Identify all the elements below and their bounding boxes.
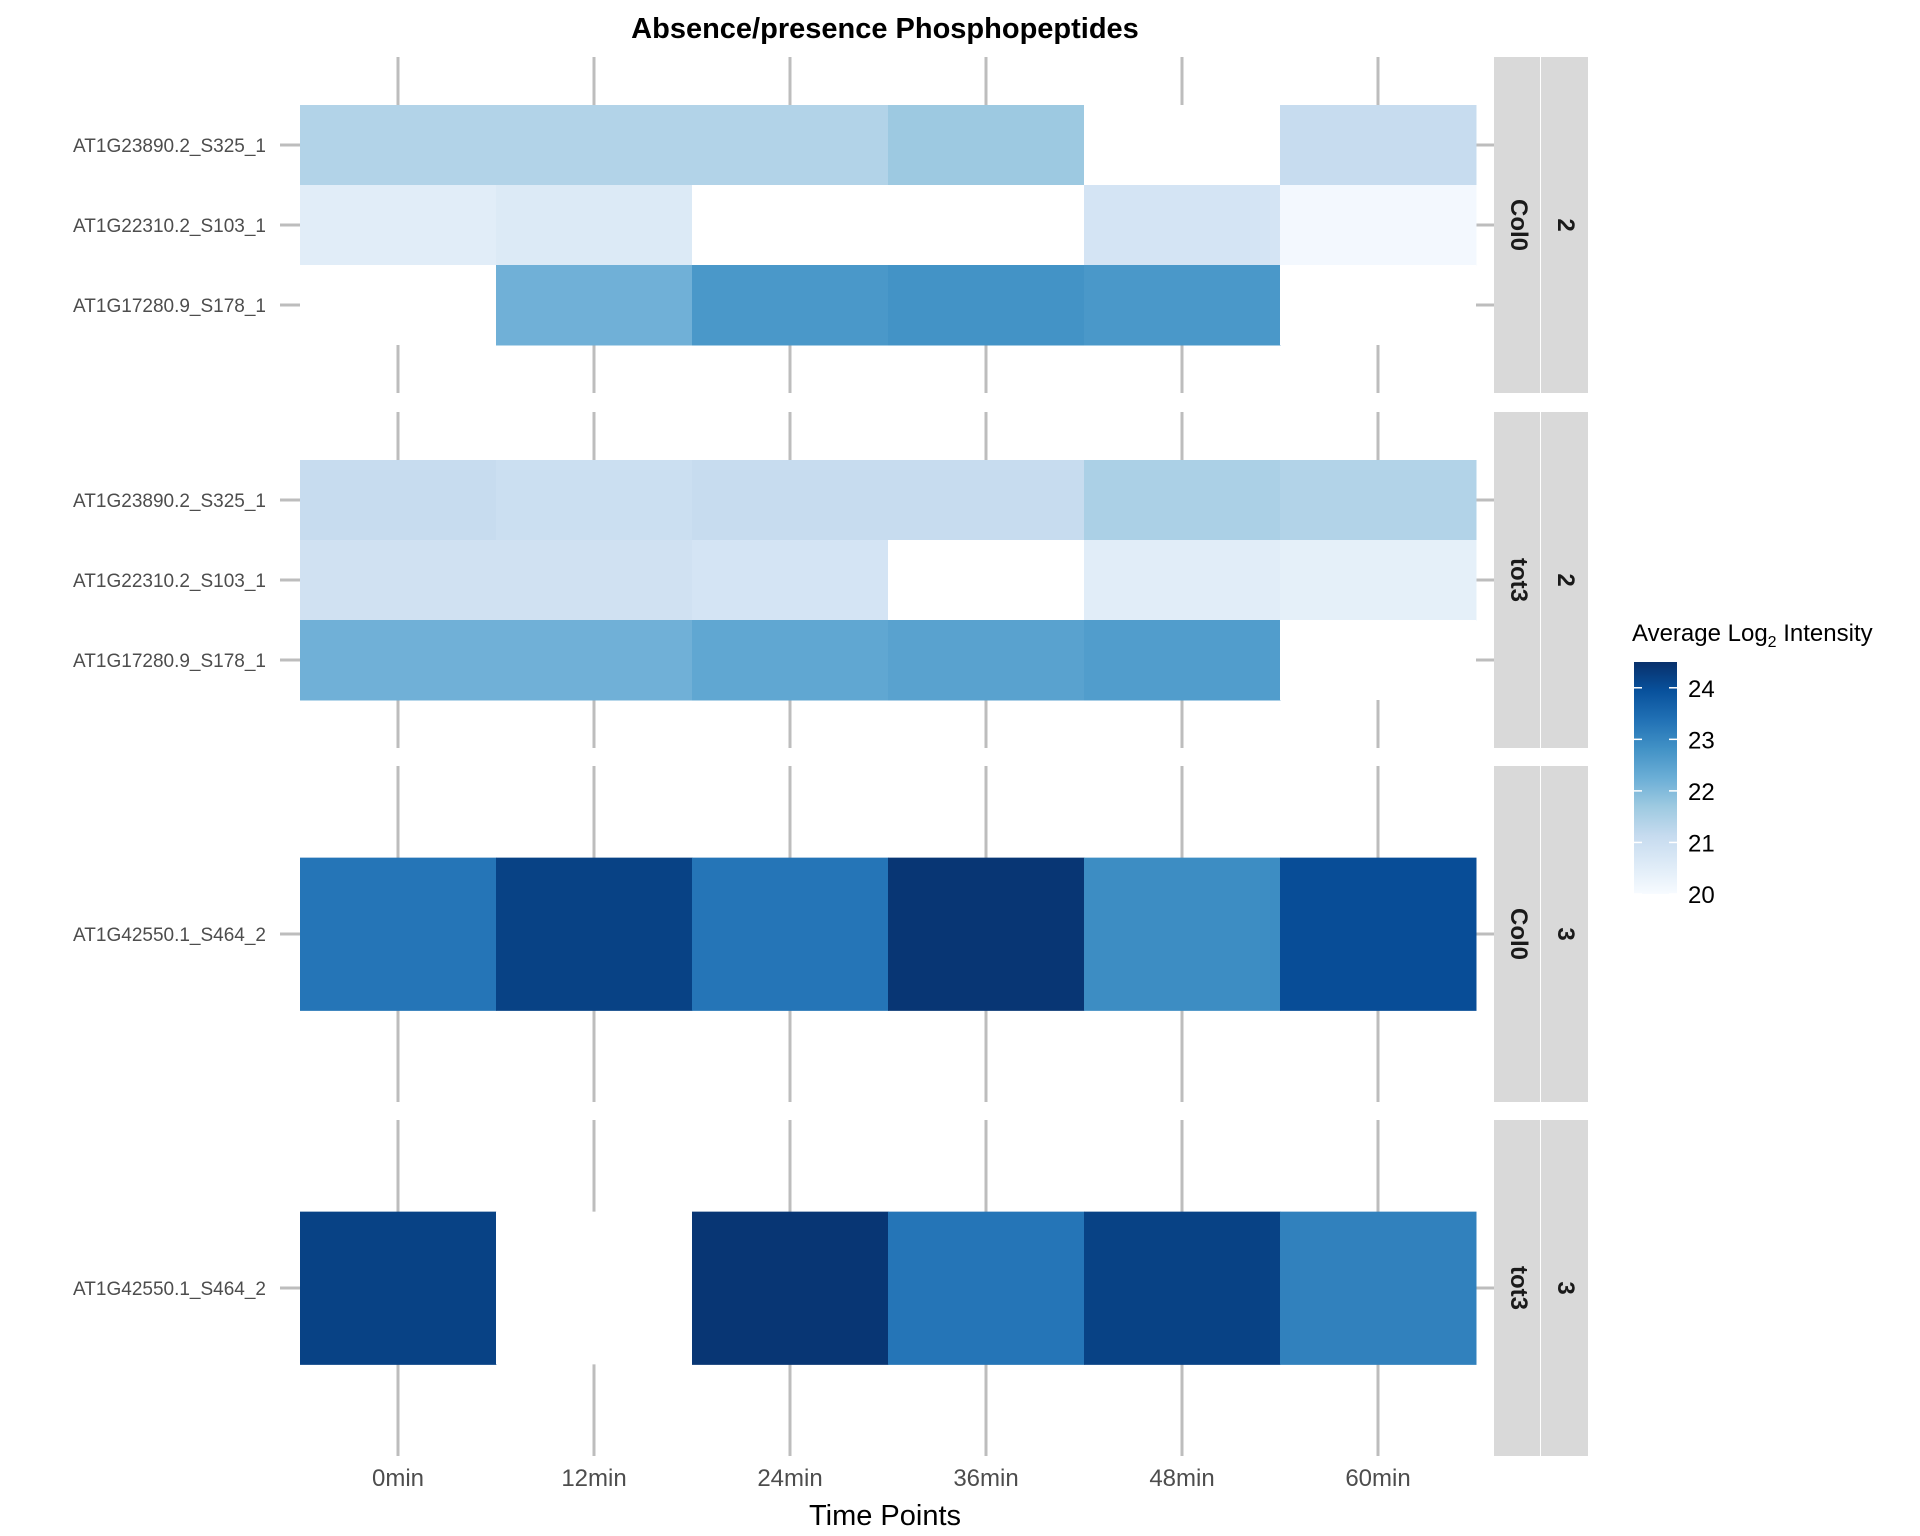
heatmap-cell [692,540,889,621]
heatmap-cell [300,857,497,1011]
legend-tick-label: 23 [1688,727,1715,754]
y-tick-label: AT1G42550.1_S464_2 [73,1279,266,1300]
facet-strip-genotype [1494,412,1540,748]
heatmap-cell [1280,857,1477,1011]
y-tick-label: AT1G17280.9_S178_1 [73,296,266,317]
heatmap-cell [496,265,693,346]
x-tick-label: 12min [561,1465,626,1492]
heatmap-cell [1084,460,1281,541]
heatmap-cell-missing [1084,105,1280,185]
heatmap-cell [888,460,1085,541]
legend-tick-label: 21 [1688,830,1715,857]
facet-strip-cluster-label: 3 [1552,1281,1579,1294]
heatmap-cell [1280,460,1477,541]
y-tick-label: AT1G22310.2_S103_1 [73,571,266,592]
y-tick-label: AT1G23890.2_S325_1 [73,491,266,512]
facet-strip-genotype-label: tot3 [1505,558,1532,602]
legend-colorbar: 24 23 22 21 20 [1634,662,1715,909]
heatmap-cell [692,1211,889,1365]
chart-title: Absence/presence Phosphopeptides [631,13,1139,45]
heatmap-cell [1084,265,1281,346]
y-tick-label: AT1G17280.9_S178_1 [73,651,266,672]
heatmap-cell [1084,540,1281,621]
heatmap-cell [888,1211,1085,1365]
heatmap-cell [692,620,889,701]
facet-strip-cluster [1541,1120,1588,1456]
facet-panel: AT1G23890.2_S325_1 AT1G22310.2_S103_1 AT1G… [73,57,1588,393]
heatmap-cell-missing [888,185,1084,265]
x-axis: 0min 12min 24min 36min 48min 60min [372,1465,1411,1492]
heatmap-cell [1280,105,1477,186]
facet-panel: AT1G42550.1_S464_2 tot3 3 [73,1120,1588,1456]
facet-strip-cluster [1541,412,1588,748]
heatmap-cell [888,620,1085,701]
facet-strip-cluster-label: 2 [1552,218,1579,231]
heatmap-cell-missing [300,265,496,345]
legend-tick-label: 24 [1688,676,1715,703]
legend-tick-label: 22 [1688,779,1715,806]
heatmap-cell [692,105,889,186]
heatmap-cell-missing [1280,265,1476,345]
facet-strip-genotype-label: Col0 [1505,908,1532,960]
heatmap-cell [496,857,693,1011]
heatmap-cell [496,460,693,541]
heatmap-cell [888,857,1085,1011]
heatmap-cell [1280,540,1477,621]
heatmap-cell-missing [692,185,888,265]
facet-strip-cluster [1541,57,1588,393]
color-legend: Average Log2 Intensity 24 23 22 21 20 [1632,620,1873,909]
facet-strip-genotype [1494,1120,1540,1456]
y-tick-label: AT1G23890.2_S325_1 [73,136,266,157]
heatmap-cell [300,620,497,701]
facet-strip-genotype [1494,766,1540,1102]
legend-title-suffix: Intensity [1777,620,1873,647]
heatmap-cell [692,265,889,346]
facet-panel: AT1G23890.2_S325_1 AT1G22310.2_S103_1 AT1G… [73,412,1588,748]
facet-strip-cluster-label: 3 [1552,927,1579,940]
heatmap-cell-missing [888,540,1084,620]
heatmap-cell [496,540,693,621]
heatmap-cell [300,460,497,541]
x-tick-label: 0min [372,1465,424,1492]
heatmap-cell [300,540,497,621]
x-tick-label: 24min [757,1465,822,1492]
y-tick-label: AT1G42550.1_S464_2 [73,925,266,946]
heatmap-cell [692,460,889,541]
heatmap-cell [1084,620,1281,701]
heatmap-cell [496,105,693,186]
facet-strip-genotype [1494,57,1540,393]
x-tick-label: 36min [953,1465,1018,1492]
heatmap-cell [888,265,1085,346]
y-tick-label: AT1G22310.2_S103_1 [73,216,266,237]
legend-title-subscript: 2 [1768,634,1777,651]
heatmap-cell [1084,185,1281,266]
legend-title: Average Log2 Intensity [1632,620,1873,651]
heatmap-cell [1280,1211,1477,1365]
heatmap-cell [1084,857,1281,1011]
heatmap-cell [496,185,693,266]
heatmap-cell [1084,1211,1281,1365]
facet-strip-cluster [1541,766,1588,1102]
heatmap-cell [1280,185,1477,266]
heatmap-cell [300,1211,497,1365]
heatmap-cell [300,105,497,186]
x-axis-title: Time Points [809,1500,961,1532]
panels: AT1G23890.2_S325_1 AT1G22310.2_S103_1 AT1G… [73,57,1588,1456]
legend-title-prefix: Average Log [1632,620,1768,647]
heatmap-cell [496,620,693,701]
heatmap-cell [300,185,497,266]
legend-tick-label: 20 [1688,882,1715,909]
legend-gradient [1634,662,1677,894]
facet-strip-genotype-label: Col0 [1505,199,1532,251]
heatmap-cell-missing [1280,620,1476,700]
x-tick-label: 48min [1149,1465,1214,1492]
facet-strip-genotype-label: tot3 [1505,1266,1532,1310]
heatmap-cell-missing [496,1211,692,1365]
heatmap-cell [888,105,1085,186]
x-tick-label: 60min [1345,1465,1410,1492]
heatmap-cell [692,857,889,1011]
facet-panel: AT1G42550.1_S464_2 Col0 3 [73,766,1588,1102]
facet-strip-cluster-label: 2 [1552,573,1579,586]
